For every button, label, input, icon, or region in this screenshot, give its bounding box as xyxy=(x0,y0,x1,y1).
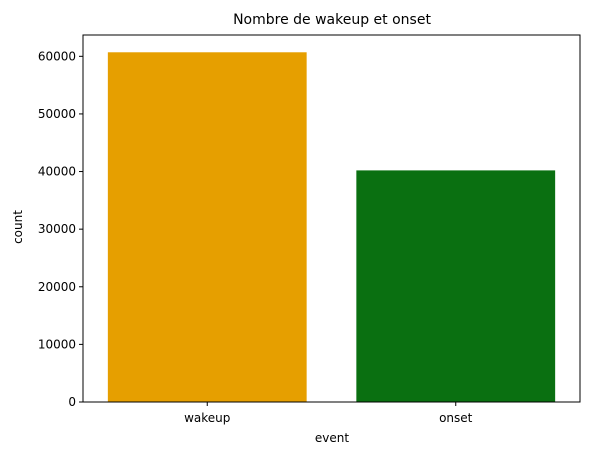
x-tick-label: onset xyxy=(439,411,473,425)
y-axis-label: count xyxy=(11,210,25,244)
y-tick-label: 10000 xyxy=(38,337,76,351)
y-tick-label: 40000 xyxy=(38,165,76,179)
y-tick-label: 30000 xyxy=(38,222,76,236)
x-tick-label: wakeup xyxy=(184,411,230,425)
y-tick-label: 60000 xyxy=(38,49,76,63)
y-tick-label: 20000 xyxy=(38,280,76,294)
bar-wakeup xyxy=(108,52,307,402)
y-tick-label: 0 xyxy=(68,395,76,409)
chart-title: Nombre de wakeup et onset xyxy=(233,12,431,28)
x-axis-label: event xyxy=(315,431,349,445)
bar-onset xyxy=(356,170,555,402)
y-tick-label: 50000 xyxy=(38,107,76,121)
plot-area xyxy=(108,52,555,402)
